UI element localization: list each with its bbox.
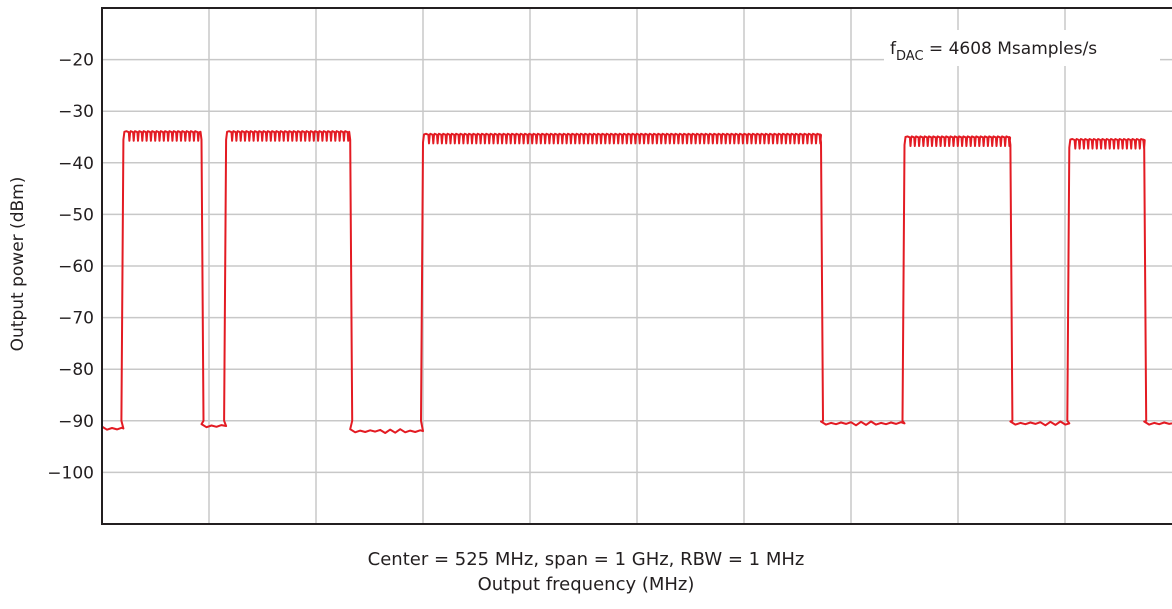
spectrum-trace-line xyxy=(101,130,1172,434)
y-tick-label: −50 xyxy=(58,205,94,225)
x-axis-title: Output frequency (MHz) xyxy=(477,574,695,595)
fdac-annotation-background xyxy=(884,30,1160,66)
y-tick-label: −70 xyxy=(58,309,94,329)
fdac-annotation-text: fDAC = 4608 Msamples/s xyxy=(890,39,1097,64)
y-tick-labels: −20 −30 −40 −50 −60 −70 −80 −90 −100 xyxy=(47,51,94,484)
y-tick-label: −80 xyxy=(58,360,94,380)
y-axis-title: Output power (dBm) xyxy=(8,177,28,352)
y-tick-label: −100 xyxy=(47,463,94,483)
fdac-subscript: DAC xyxy=(896,49,924,64)
fdac-annotation: fDAC = 4608 Msamples/s xyxy=(884,30,1160,66)
y-tick-label: −90 xyxy=(58,412,94,432)
plot-frame xyxy=(101,7,1172,525)
y-tick-label: −30 xyxy=(58,102,94,122)
grid-lines xyxy=(102,8,1172,524)
fdac-f-symbol: f xyxy=(890,39,897,59)
y-tick-label: −20 xyxy=(58,51,94,71)
y-tick-label: −40 xyxy=(58,154,94,174)
chart-subtitle: Center = 525 MHz, span = 1 GHz, RBW = 1 … xyxy=(367,549,805,570)
fdac-value: = 4608 Msamples/s xyxy=(924,39,1098,59)
y-tick-label: −60 xyxy=(58,257,94,277)
